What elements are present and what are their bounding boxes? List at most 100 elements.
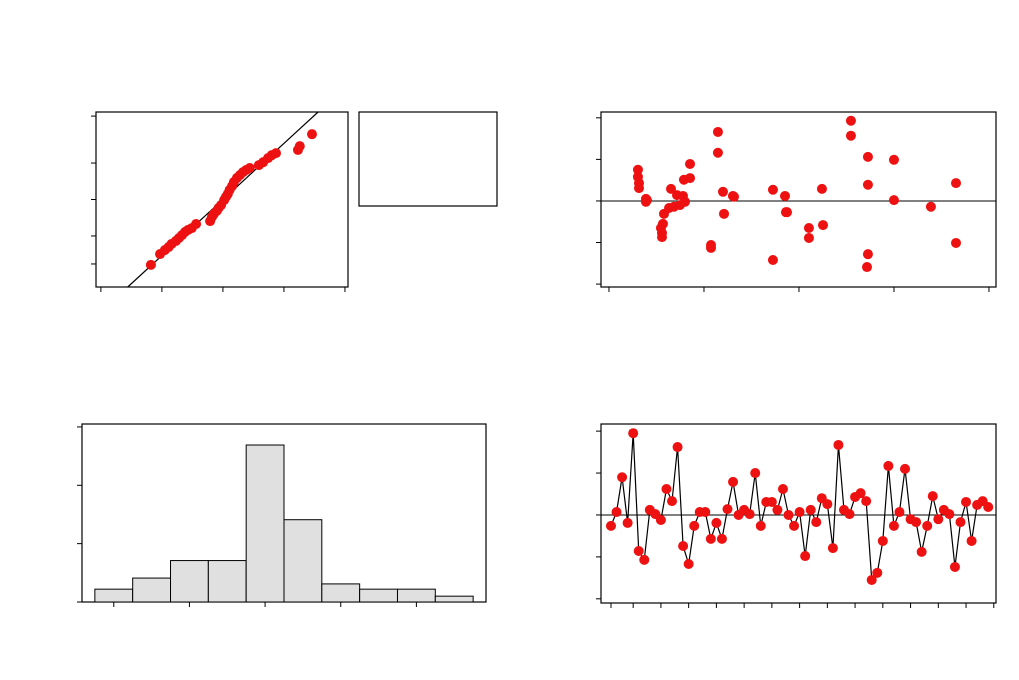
data-point xyxy=(767,184,778,195)
data-point xyxy=(816,183,827,194)
data-point xyxy=(862,249,873,260)
data-point xyxy=(633,546,644,557)
data-point xyxy=(605,520,616,531)
legend-box xyxy=(358,111,498,207)
data-point xyxy=(755,520,766,531)
histogram-bar xyxy=(207,560,247,603)
data-point xyxy=(951,178,962,189)
data-point xyxy=(706,242,717,253)
data-point xyxy=(789,520,800,531)
data-point xyxy=(655,514,666,525)
data-point xyxy=(983,502,994,513)
histogram-bar xyxy=(283,519,323,603)
data-point xyxy=(811,517,822,528)
data-point xyxy=(685,158,696,169)
data-point xyxy=(717,186,728,197)
data-point xyxy=(888,154,899,165)
data-point xyxy=(861,496,872,507)
data-point xyxy=(818,220,829,231)
data-point xyxy=(933,514,944,525)
data-point xyxy=(683,559,694,570)
data-point xyxy=(833,439,844,450)
data-point xyxy=(955,517,966,528)
data-point xyxy=(657,218,668,229)
data-point xyxy=(639,554,650,565)
data-point xyxy=(666,183,677,194)
data-point xyxy=(894,507,905,518)
data-point xyxy=(628,428,639,439)
data-point xyxy=(844,509,855,520)
data-point xyxy=(632,164,643,175)
data-point xyxy=(911,517,922,528)
data-point xyxy=(700,507,711,518)
data-point xyxy=(772,504,783,515)
data-point xyxy=(927,491,938,502)
data-point xyxy=(861,262,872,273)
data-point xyxy=(307,129,317,140)
data-point xyxy=(705,533,716,544)
data-point xyxy=(866,574,877,585)
data-point xyxy=(777,483,788,494)
data-point xyxy=(872,567,883,578)
data-point xyxy=(719,208,730,219)
data-point xyxy=(722,504,733,515)
data-point xyxy=(925,201,936,212)
plot-frame xyxy=(600,423,997,604)
data-point xyxy=(845,130,856,141)
data-point xyxy=(966,535,977,546)
data-point xyxy=(716,533,727,544)
data-point xyxy=(883,460,894,471)
data-point xyxy=(750,468,761,479)
data-point xyxy=(728,476,739,487)
data-point xyxy=(641,195,652,206)
data-point xyxy=(805,504,816,515)
data-point xyxy=(711,517,722,528)
data-point xyxy=(656,232,667,243)
data-point xyxy=(271,148,281,159)
data-point xyxy=(767,254,778,265)
data-point xyxy=(191,219,202,229)
data-point xyxy=(661,483,672,494)
data-point xyxy=(800,551,811,562)
data-point xyxy=(794,507,805,518)
histogram-bar xyxy=(94,588,134,603)
data-point xyxy=(822,499,833,510)
data-point xyxy=(961,496,972,507)
data-point xyxy=(744,509,755,520)
data-point xyxy=(633,183,644,194)
data-point xyxy=(145,259,156,270)
data-point xyxy=(678,540,689,551)
histogram-bar xyxy=(434,595,474,603)
data-point xyxy=(803,222,814,233)
data-point xyxy=(294,141,305,152)
data-point xyxy=(766,496,777,507)
data-point xyxy=(679,196,690,207)
data-point xyxy=(689,520,700,531)
data-point xyxy=(780,190,791,201)
data-point xyxy=(862,179,873,190)
histogram-bar xyxy=(321,583,361,603)
data-point xyxy=(888,520,899,531)
data-point xyxy=(622,517,633,528)
data-point xyxy=(888,195,899,206)
histogram-bar xyxy=(170,560,209,603)
histogram-bar xyxy=(245,444,285,603)
histogram-bar xyxy=(396,588,436,603)
data-point xyxy=(827,543,838,554)
data-point xyxy=(685,173,696,184)
data-point xyxy=(900,463,911,474)
data-point xyxy=(244,163,255,173)
data-point xyxy=(877,535,888,546)
data-point xyxy=(782,207,793,218)
histogram-bar xyxy=(132,577,172,603)
data-point xyxy=(944,509,955,520)
data-point xyxy=(672,442,683,453)
data-point xyxy=(783,509,794,520)
data-point xyxy=(916,546,927,557)
data-point xyxy=(712,126,723,137)
histogram-bar xyxy=(359,588,398,603)
data-point xyxy=(862,151,873,162)
